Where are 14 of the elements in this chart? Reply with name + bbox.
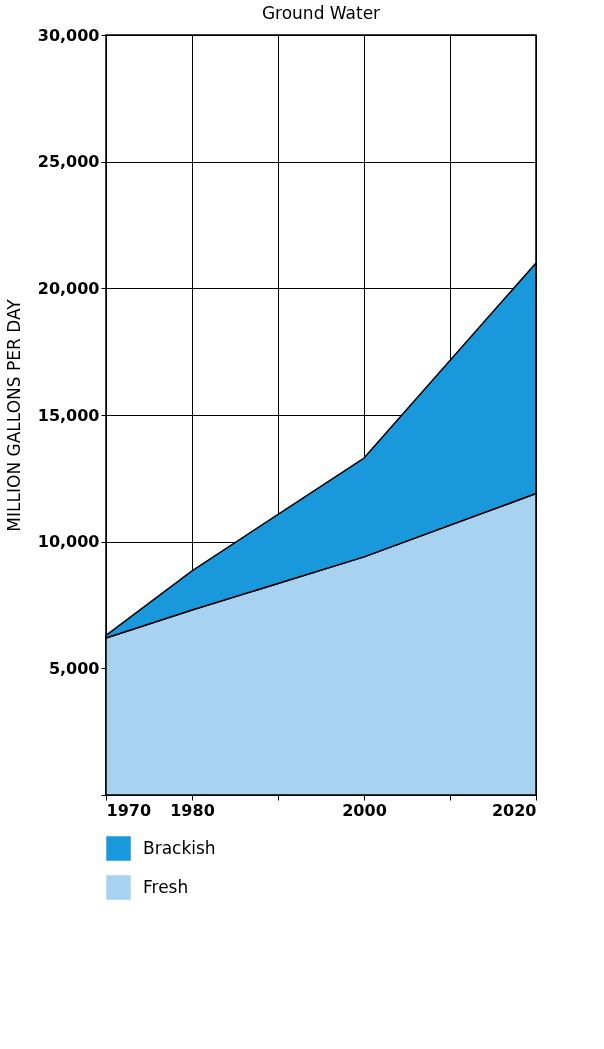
y-axis-title: MILLION GALLONS PER DAY bbox=[3, 298, 24, 532]
y-tick-label: 25,000 bbox=[37, 152, 100, 172]
x-tick-label: 2000 bbox=[342, 800, 387, 820]
y-tick-label: 5,000 bbox=[48, 658, 100, 678]
y-tick-label: 30,000 bbox=[37, 25, 100, 45]
chart-title: Ground Water bbox=[261, 3, 381, 23]
x-tick-label: 1980 bbox=[170, 800, 215, 820]
y-tick-label: 20,000 bbox=[37, 278, 100, 298]
y-tick-label: 10,000 bbox=[37, 532, 100, 552]
y-tick-label: 15,000 bbox=[37, 405, 100, 425]
legend-label: Brackish bbox=[143, 837, 216, 858]
x-tick-label: 1970 bbox=[106, 800, 152, 820]
x-tick-label: 2020 bbox=[491, 800, 537, 820]
legend-label: Fresh bbox=[143, 876, 189, 897]
